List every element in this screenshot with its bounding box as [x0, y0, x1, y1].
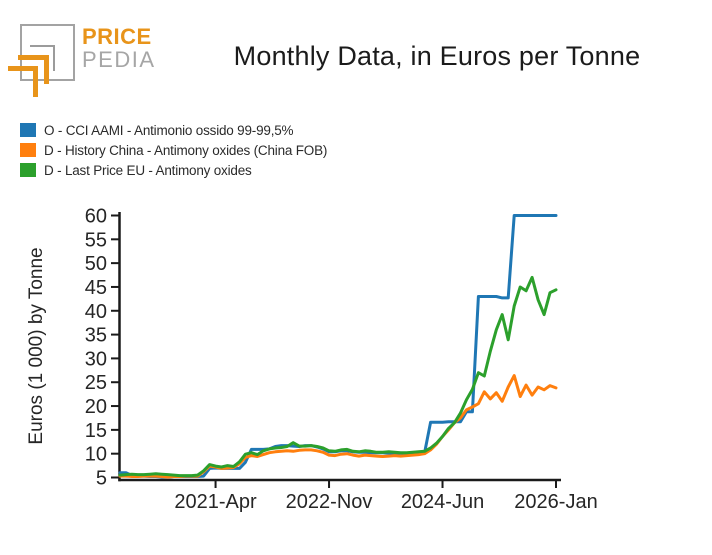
y-tick-label: 15: [85, 420, 107, 442]
series-line-1: [118, 374, 558, 479]
legend-item: D - History China - Antimony oxides (Chi…: [20, 140, 327, 160]
y-axis-title: Euros (1 000) by Tonne: [26, 247, 47, 444]
logo-gray-bracket: [30, 45, 55, 71]
y-tick-label: 20: [85, 396, 107, 418]
legend-label: D - History China - Antimony oxides (Chi…: [44, 142, 328, 158]
logo-orange-bracket: [8, 66, 38, 97]
legend-label: D - Last Price EU - Antimony oxides: [44, 162, 252, 178]
x-tick-label: 2022-Nov: [286, 491, 373, 513]
legend-swatch-green: [20, 163, 36, 177]
pricepedia-logo-icon: [8, 22, 82, 97]
y-tick-label: 35: [85, 325, 107, 347]
legend-swatch-orange: [20, 143, 36, 157]
logo-price-text: PRICE: [82, 24, 152, 49]
y-tick-label: 10: [85, 444, 107, 466]
chart-legend: O - CCI AAMI - Antimonio ossido 99-99,5%…: [20, 120, 327, 180]
legend-swatch-blue: [20, 123, 36, 137]
x-tick-label: 2026-Jan: [514, 491, 597, 513]
series-line-2: [118, 275, 558, 478]
y-tick-label: 60: [85, 206, 107, 228]
y-tick-label: 45: [85, 277, 107, 299]
logo-pedia-text: PEDIA: [82, 47, 156, 72]
y-tick-label: 50: [85, 253, 107, 275]
chart-title: Monthly Data, in Euros per Tonne: [233, 41, 641, 71]
y-tick-label: 30: [85, 348, 107, 370]
y-tick-label: 5: [96, 468, 107, 490]
x-tick-label: 2024-Jun: [401, 491, 484, 513]
legend-item: O - CCI AAMI - Antimonio ossido 99-99,5%: [20, 120, 327, 140]
logo-orange-bracket: [18, 55, 49, 84]
x-tick-label: 2021-Apr: [174, 491, 257, 513]
logo-wordmark: PRICE PEDIA: [82, 25, 156, 71]
y-tick-label: 55: [85, 229, 107, 251]
legend-item: D - Last Price EU - Antimony oxides: [20, 160, 327, 180]
legend-label: O - CCI AAMI - Antimonio ossido 99-99,5%: [44, 122, 294, 138]
y-tick-label: 40: [85, 301, 107, 323]
y-tick-label: 25: [85, 372, 107, 394]
